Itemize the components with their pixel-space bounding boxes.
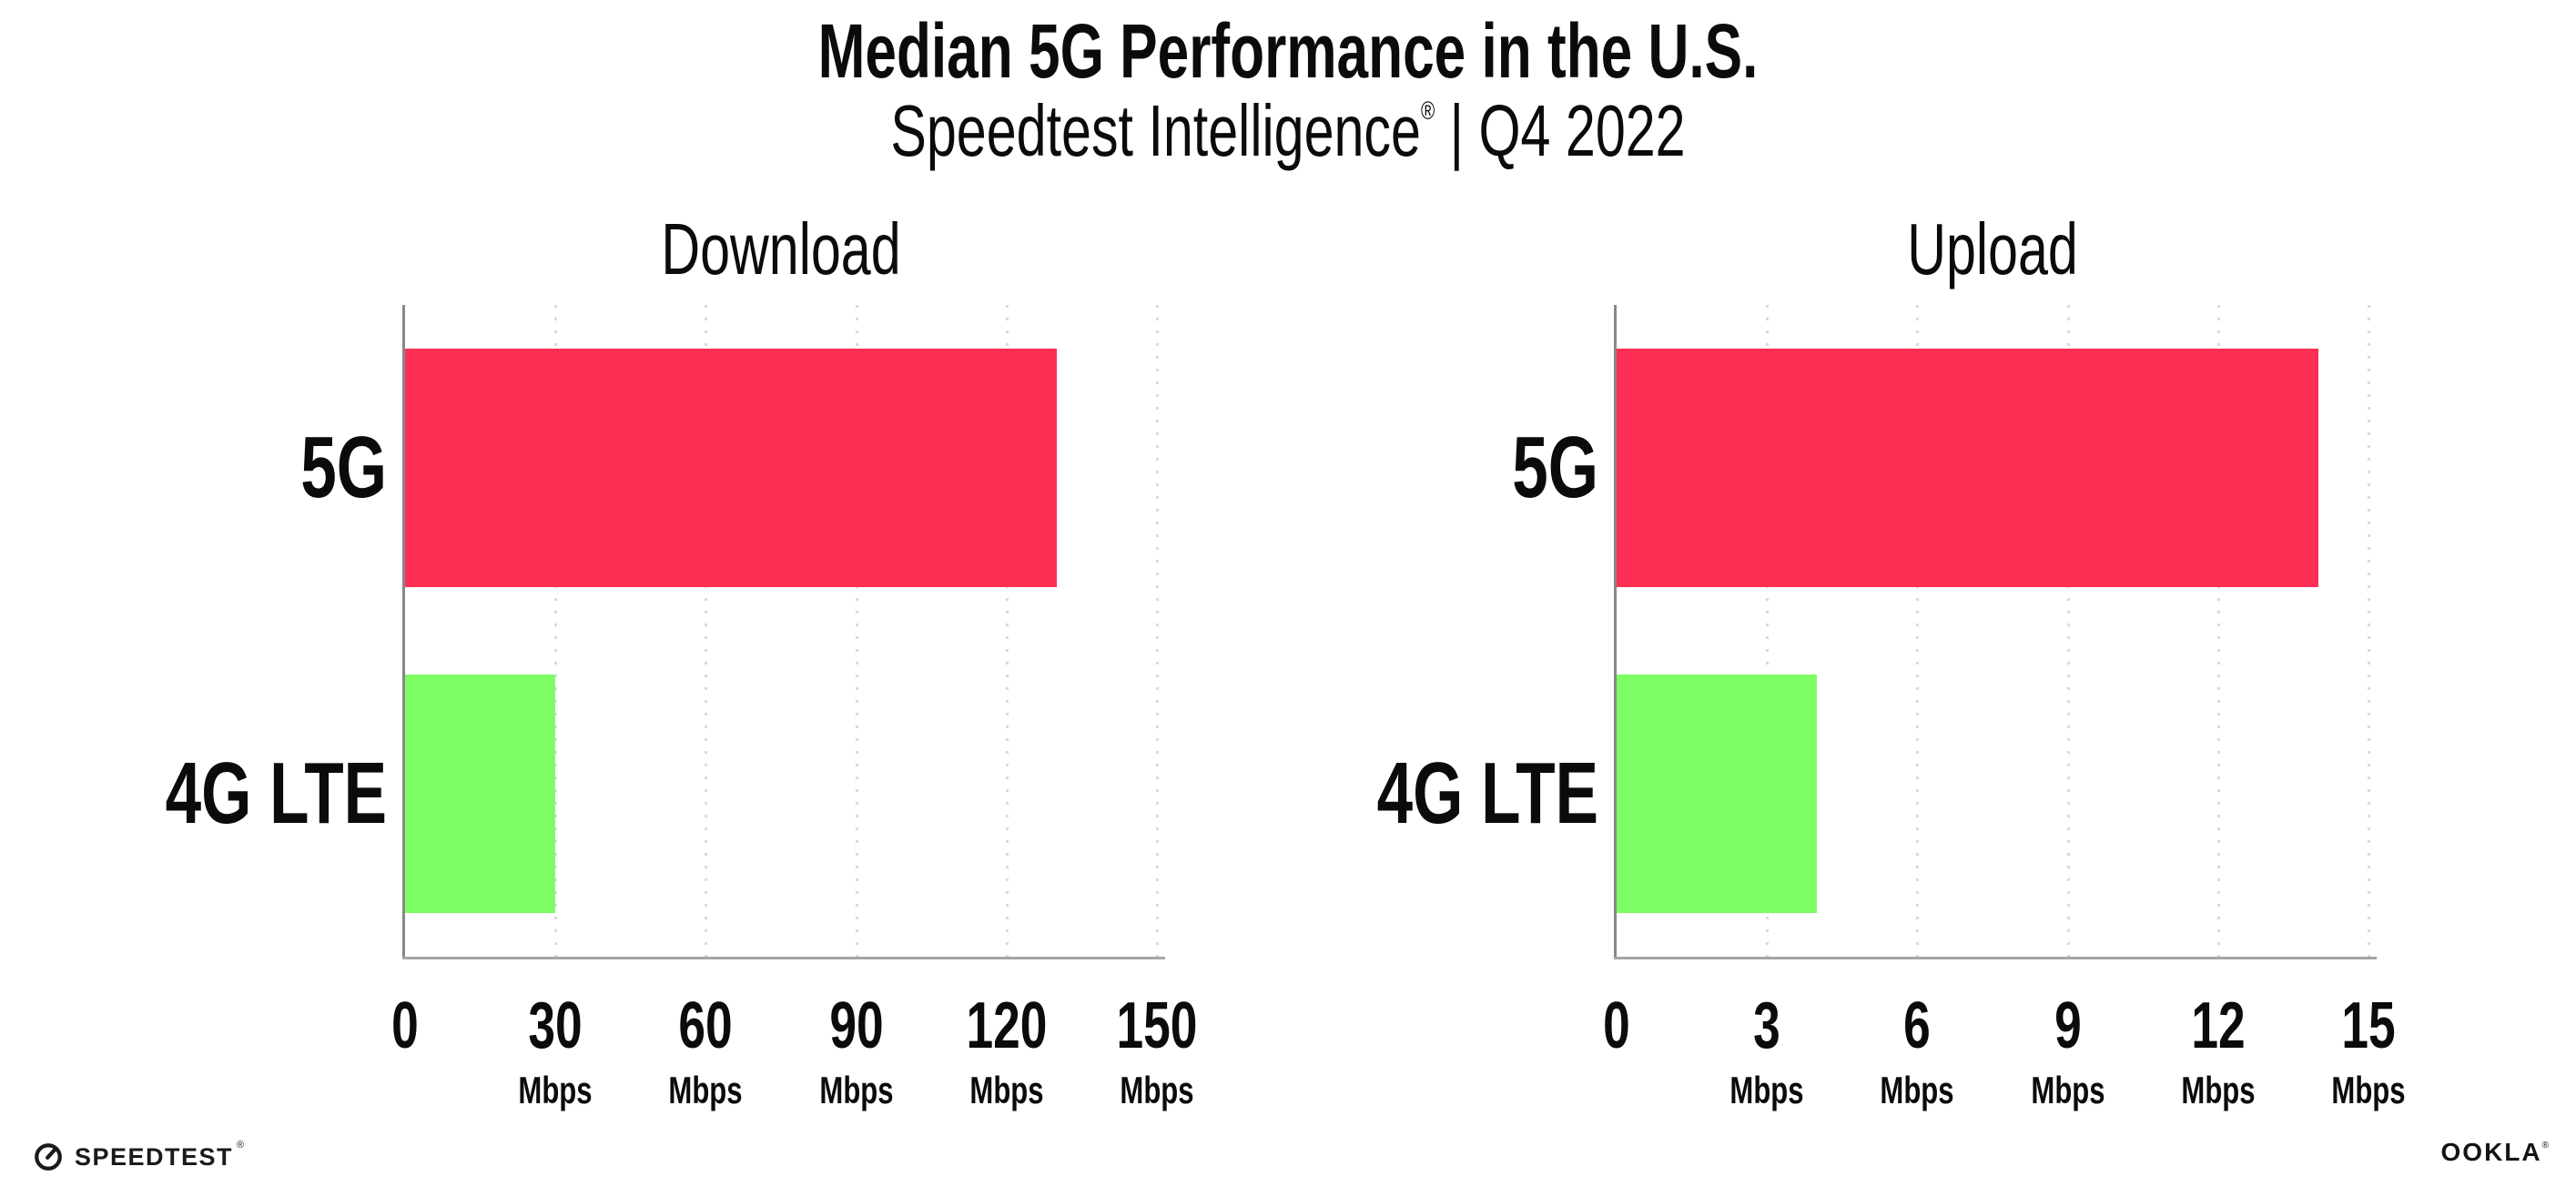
speedtest-wordmark: SPEEDTEST: [75, 1142, 234, 1171]
x-tick-unit: Mbps: [2331, 1069, 2406, 1111]
bar-4g-lte: [1617, 675, 1818, 913]
x-tick-value: 0: [1603, 989, 1630, 1062]
x-tick-unit: Mbps: [819, 1069, 894, 1111]
x-tick-150: 150 Mbps: [1070, 993, 1244, 1110]
ookla-registered-icon: ®: [2541, 1141, 2549, 1151]
ookla-wordmark: OOKLA: [2440, 1138, 2542, 1166]
chart-title-download: Download: [661, 208, 901, 289]
x-tick-0: 0: [318, 993, 492, 1059]
x-tick-unit: Mbps: [2031, 1069, 2105, 1111]
category-label-5g: 5G: [300, 419, 387, 516]
x-tick-120: 120 Mbps: [919, 993, 1094, 1110]
x-tick-3: 3 Mbps: [1679, 993, 1854, 1110]
x-tick-value: 120: [966, 989, 1048, 1062]
x-axis: [1614, 957, 2377, 959]
y-axis: [1614, 305, 1617, 959]
x-tick-unit: Mbps: [668, 1069, 743, 1111]
gridline-12: [2216, 305, 2220, 957]
x-tick-unit: Mbps: [2181, 1069, 2256, 1111]
x-tick-unit: Mbps: [518, 1069, 593, 1111]
speedtest-registered-icon: ®: [237, 1140, 245, 1151]
x-tick-value: 60: [678, 989, 734, 1062]
gridline-15: [2368, 305, 2370, 957]
x-axis: [402, 957, 1165, 959]
ookla-logo: OOKLA®: [2441, 1140, 2549, 1165]
x-tick-12: 12 Mbps: [2131, 993, 2306, 1110]
gridline-120: [1005, 305, 1009, 957]
gridline-30: [554, 305, 558, 957]
x-tick-value: 3: [1753, 989, 1780, 1062]
x-tick-9: 9 Mbps: [1980, 993, 2155, 1110]
x-tick-value: 0: [391, 989, 419, 1062]
bar-5g: [1617, 349, 2318, 587]
x-tick-value: 9: [2054, 989, 2082, 1062]
x-tick-value: 12: [2191, 989, 2246, 1062]
x-tick-value: 30: [528, 989, 583, 1062]
gridline-60: [705, 305, 708, 957]
x-tick-0: 0: [1529, 993, 1704, 1059]
x-tick-unit: Mbps: [1880, 1069, 1954, 1111]
gridline-90: [855, 305, 858, 957]
subtitle-period: | Q4 2022: [1435, 90, 1686, 171]
x-tick-unit: Mbps: [1120, 1069, 1194, 1111]
x-tick-6: 6 Mbps: [1830, 993, 2004, 1110]
bar-4g-lte: [405, 675, 556, 913]
category-label-5g: 5G: [1512, 419, 1598, 516]
gridline-6: [1916, 305, 1920, 957]
x-tick-unit: Mbps: [1729, 1069, 1804, 1111]
x-tick-value: 90: [828, 989, 884, 1062]
x-tick-30: 30 Mbps: [468, 993, 643, 1110]
category-label-4g-lte: 4G LTE: [165, 745, 387, 842]
gridline-150: [1156, 305, 1159, 957]
x-tick-value: 6: [1903, 989, 1932, 1062]
x-tick-90: 90 Mbps: [768, 993, 943, 1110]
subtitle-brand: Speedtest Intelligence: [890, 90, 1421, 171]
page-title: Median 5G Performance in the U.S.: [817, 8, 1759, 94]
x-tick-unit: Mbps: [969, 1069, 1044, 1111]
bar-5g: [405, 349, 1057, 587]
category-label-4g-lte: 4G LTE: [1376, 745, 1598, 842]
x-tick-value: 150: [1116, 989, 1198, 1062]
registered-mark-icon: ®: [1420, 96, 1435, 125]
gridline-9: [2066, 305, 2070, 957]
gridline-3: [1766, 305, 1770, 957]
y-axis: [402, 305, 405, 959]
x-tick-15: 15 Mbps: [2281, 993, 2456, 1110]
x-tick-value: 15: [2341, 989, 2396, 1062]
chart-title-upload: Upload: [1907, 208, 2078, 289]
page-subtitle: Speedtest Intelligence® | Q4 2022: [335, 91, 2241, 171]
speedtest-gauge-icon: [35, 1143, 62, 1171]
x-tick-60: 60 Mbps: [618, 993, 793, 1110]
speedtest-logo: SPEEDTEST ®: [33, 1131, 244, 1183]
